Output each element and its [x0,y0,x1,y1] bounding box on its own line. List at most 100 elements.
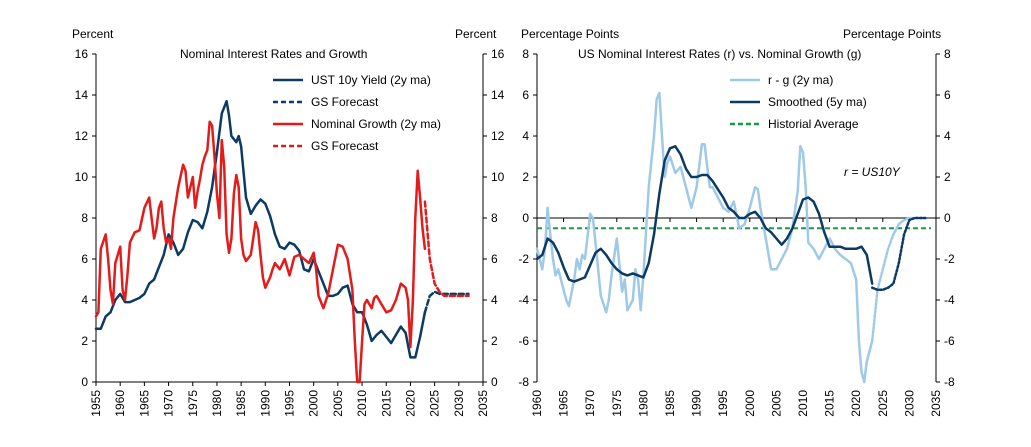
y-tick-label-left: 6 [81,252,88,266]
y-tick-label-right: 6 [944,88,951,102]
x-tick-label: 2020 [403,390,417,417]
x-tick-label: 1985 [663,390,677,417]
right-chart: Percentage Points Percentage Points US N… [518,27,955,417]
y-tick-label-left: 8 [81,211,88,225]
x-tick-label: 2015 [379,390,393,417]
y-tick-label-right: 4 [491,293,498,307]
r-g-2y-ma-line [535,91,874,384]
y-tick-label-left: -8 [518,375,529,389]
x-tick-label: 1970 [162,390,176,417]
left-series [94,99,470,384]
y-tick-label-right: 10 [491,170,505,184]
x-tick-label: 2015 [823,390,837,417]
left-ylabel-left: Percent [72,27,114,41]
x-tick-label: 2035 [476,390,490,417]
y-tick-label-left: 2 [522,170,529,184]
x-tick-label: 1985 [234,390,248,417]
y-tick-label-right: -6 [944,334,955,348]
x-tick-label: 1955 [89,390,103,417]
gs-forecast-line [423,200,470,298]
left-title: Nominal Interest Rates and Growth [180,47,367,61]
legend-label: GS Forecast [311,95,379,109]
y-tick-label-left: 6 [522,88,529,102]
y-tick-label-right: 8 [491,211,498,225]
y-tick-label-left: 0 [81,375,88,389]
y-tick-label-left: 4 [522,129,529,143]
x-tick-label: 2005 [331,390,345,417]
y-tick-label-left: 10 [75,170,89,184]
y-tick-label-left: -6 [518,334,529,348]
x-tick-label: 2030 [902,390,916,417]
right-axes: -8 -8 -6 -6 -4 -4 -2 -2 0 0 2 2 4 4 6 6 8 8 1960 1965 1970 19… [518,47,955,417]
right-series [535,91,931,384]
r-g-2y-ma-forecast-line [870,216,927,343]
x-tick-label: 2025 [428,390,442,417]
y-tick-label-right: -4 [944,293,955,307]
x-tick-label: 2005 [769,390,783,417]
y-tick-label-right: 0 [944,211,951,225]
legend-label: Nominal Growth (2y ma) [311,117,441,131]
x-tick-label: 1965 [137,390,151,417]
x-tick-label: 1975 [610,390,624,417]
y-tick-label-left: 14 [75,88,89,102]
left-ylabel-right: Percent [455,27,497,41]
y-tick-label-left: 12 [75,129,89,143]
y-tick-label-left: -4 [518,293,529,307]
y-tick-label-left: -2 [518,252,529,266]
x-tick-label: 1980 [636,390,650,417]
ust-10y-yield-2y-ma-line [94,99,427,359]
x-tick-label: 2000 [743,390,757,417]
legend-label: Smoothed (5y ma) [768,95,867,109]
x-tick-label: 2010 [355,390,369,417]
right-annotation: r = US10Y [844,165,901,179]
x-tick-label: 1980 [210,390,224,417]
y-tick-label-right: 2 [491,334,498,348]
y-tick-label-right: 16 [491,47,505,61]
x-tick-label: 1995 [716,390,730,417]
y-tick-label-left: 2 [81,334,88,348]
y-tick-label-left: 4 [81,293,88,307]
right-legend: r - g (2y ma) Smoothed (5y ma) Historial A… [730,73,867,131]
left-chart: Percent Percent Nominal Interest Rates a… [72,27,505,417]
legend-label: UST 10y Yield (2y ma) [311,73,431,87]
gs-forecast-line [423,290,470,314]
y-tick-label-right: 4 [944,129,951,143]
y-tick-label-right: 6 [491,252,498,266]
x-tick-label: 2010 [796,390,810,417]
legend-label: r - g (2y ma) [768,73,833,87]
x-tick-label: 1960 [113,390,127,417]
left-legend: UST 10y Yield (2y ma) GS Forecast Nominal … [273,73,441,153]
x-tick-label: 2035 [929,390,943,417]
legend-label: Historial Average [768,117,859,131]
y-tick-label-left: 8 [522,47,529,61]
x-tick-label: 2030 [452,390,466,417]
y-tick-label-right: 12 [491,129,505,143]
x-tick-label: 1990 [690,390,704,417]
right-ylabel-left: Percentage Points [521,27,619,41]
smoothed-forecast-line [870,216,927,292]
x-tick-label: 2020 [849,390,863,417]
right-ylabel-right: Percentage Points [843,27,941,41]
right-title: US Nominal Interest Rates (r) vs. Nomina… [578,47,861,61]
x-tick-label: 1995 [283,390,297,417]
left-axes: 0 0 2 2 4 4 6 6 8 8 10 10 12 12 14 14 16 16 1955 1960 1965 19… [75,47,505,417]
smoothed-5y-ma-line [535,145,874,285]
y-tick-label-left: 0 [522,211,529,225]
x-tick-label: 2000 [307,390,321,417]
y-tick-label-right: -8 [944,375,955,389]
legend-label: GS Forecast [311,139,379,153]
y-tick-label-right: 0 [491,375,498,389]
x-tick-label: 1975 [186,390,200,417]
y-tick-label-right: 2 [944,170,951,184]
x-tick-label: 1960 [530,390,544,417]
x-tick-label: 2025 [876,390,890,417]
y-tick-label-left: 16 [75,47,89,61]
y-tick-label-right: 8 [944,47,951,61]
y-tick-label-right: -2 [944,252,955,266]
nominal-growth-2y-ma-line [94,120,427,384]
x-tick-label: 1965 [557,390,571,417]
y-tick-label-right: 14 [491,88,505,102]
x-tick-label: 1990 [258,390,272,417]
x-tick-label: 1970 [583,390,597,417]
